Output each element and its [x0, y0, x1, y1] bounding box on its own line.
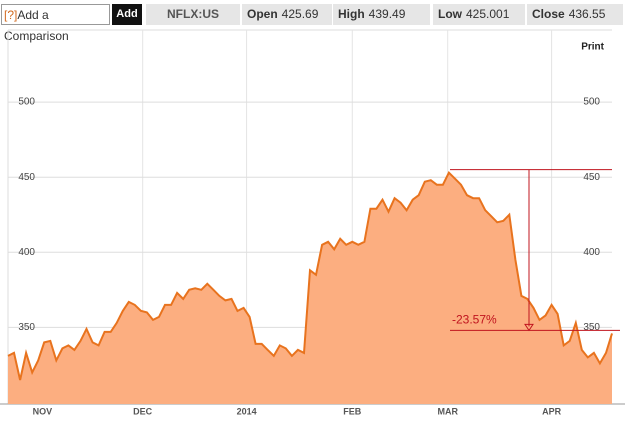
y-tick-label: 500 — [583, 97, 600, 108]
quote-label: Open — [247, 7, 278, 21]
annotation-label: -23.57% — [452, 313, 497, 327]
compare-box[interactable]: [?]Add a Comparison — [1, 4, 110, 43]
print[interactable]: Print — [581, 42, 604, 53]
line — [7, 171, 613, 381]
y-tick-label: 350 — [583, 322, 600, 333]
quote-value: 439.49 — [368, 7, 406, 21]
y-tick-label: 350 — [18, 322, 35, 333]
quote: Close 436.55 — [527, 4, 623, 25]
x-tick-label: MAR — [437, 406, 458, 416]
quote: Low 425.001 — [433, 4, 525, 25]
quote-label: High — [338, 7, 365, 21]
x-tick-label: 2014 — [237, 406, 257, 416]
x-tick-label: DEC — [133, 406, 153, 416]
quote-label: Low — [438, 7, 462, 21]
y-tick-label: 450 — [18, 172, 35, 183]
x-tick-label: NOV — [33, 406, 53, 416]
add-button[interactable]: Add — [112, 4, 142, 25]
quote-value: 436.55 — [568, 7, 606, 21]
area — [8, 172, 612, 404]
quote: Open 425.69 — [242, 4, 332, 25]
y-tick-label: 500 — [18, 97, 35, 108]
quote: High 439.49 — [333, 4, 430, 25]
quote-value: 425.69 — [281, 7, 319, 21]
compare-input[interactable]: Add a Comparison — [4, 8, 69, 43]
quote-value: 425.001 — [466, 7, 510, 21]
y-tick-label: 400 — [583, 247, 600, 258]
quote-label: Close — [532, 7, 565, 21]
y-tick-label: 400 — [18, 247, 35, 258]
symbol: NFLX:US — [146, 4, 240, 25]
x-tick-label: APR — [542, 406, 562, 416]
help[interactable]: [?] — [4, 8, 18, 22]
arrow-head — [524, 323, 534, 332]
x-tick-label: FEB — [343, 406, 362, 416]
y-tick-label: 450 — [583, 172, 600, 183]
